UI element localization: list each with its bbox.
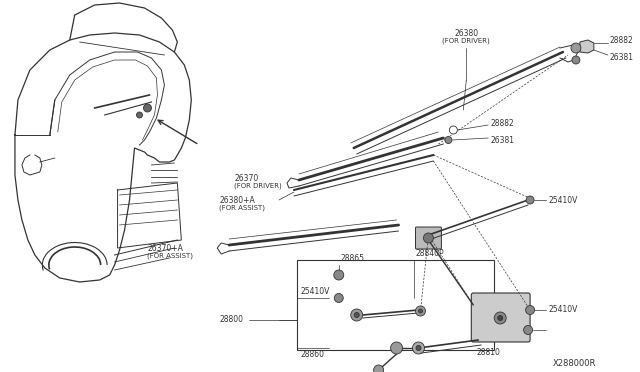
Text: 25410V: 25410V — [301, 287, 330, 296]
Circle shape — [374, 365, 383, 372]
Circle shape — [351, 309, 363, 321]
Circle shape — [445, 137, 452, 144]
Circle shape — [526, 196, 534, 204]
Circle shape — [419, 309, 422, 313]
Circle shape — [524, 326, 532, 334]
Circle shape — [413, 342, 424, 354]
Text: 26370: 26370 — [234, 173, 259, 183]
Circle shape — [136, 112, 143, 118]
Circle shape — [571, 43, 581, 53]
Polygon shape — [580, 40, 594, 53]
Text: 28860: 28860 — [301, 350, 325, 359]
Circle shape — [354, 312, 359, 317]
Circle shape — [449, 126, 458, 134]
Text: 26381: 26381 — [610, 52, 634, 61]
Text: 25410V: 25410V — [548, 305, 577, 314]
Text: 28810: 28810 — [476, 348, 500, 357]
Text: 28840P: 28840P — [415, 249, 444, 258]
Circle shape — [415, 306, 426, 316]
Text: 28800: 28800 — [220, 315, 243, 324]
FancyBboxPatch shape — [471, 293, 530, 342]
FancyBboxPatch shape — [415, 227, 442, 249]
Circle shape — [416, 346, 421, 350]
Circle shape — [494, 312, 506, 324]
Text: (FOR ASSIST): (FOR ASSIST) — [220, 205, 265, 211]
Bar — [297, 260, 494, 350]
Text: 25410V: 25410V — [548, 196, 577, 205]
Text: 26380+A: 26380+A — [220, 196, 255, 205]
Text: 28882: 28882 — [490, 119, 514, 128]
Circle shape — [390, 342, 403, 354]
Circle shape — [334, 270, 344, 280]
Circle shape — [334, 294, 343, 302]
Circle shape — [143, 104, 152, 112]
Text: (FOR DRIVER): (FOR DRIVER) — [442, 38, 490, 44]
Text: 26370+A: 26370+A — [147, 244, 183, 253]
Text: 26380: 26380 — [454, 29, 478, 38]
Circle shape — [572, 56, 580, 64]
Circle shape — [424, 233, 433, 243]
Text: 28865: 28865 — [340, 254, 365, 263]
Text: (FOR DRIVER): (FOR DRIVER) — [234, 183, 282, 189]
Circle shape — [525, 305, 534, 314]
Text: (FOR ASSIST): (FOR ASSIST) — [147, 253, 193, 259]
Text: 26381: 26381 — [490, 135, 514, 144]
Circle shape — [498, 315, 502, 321]
Text: 28882: 28882 — [610, 35, 634, 45]
Text: X288000R: X288000R — [553, 359, 596, 368]
